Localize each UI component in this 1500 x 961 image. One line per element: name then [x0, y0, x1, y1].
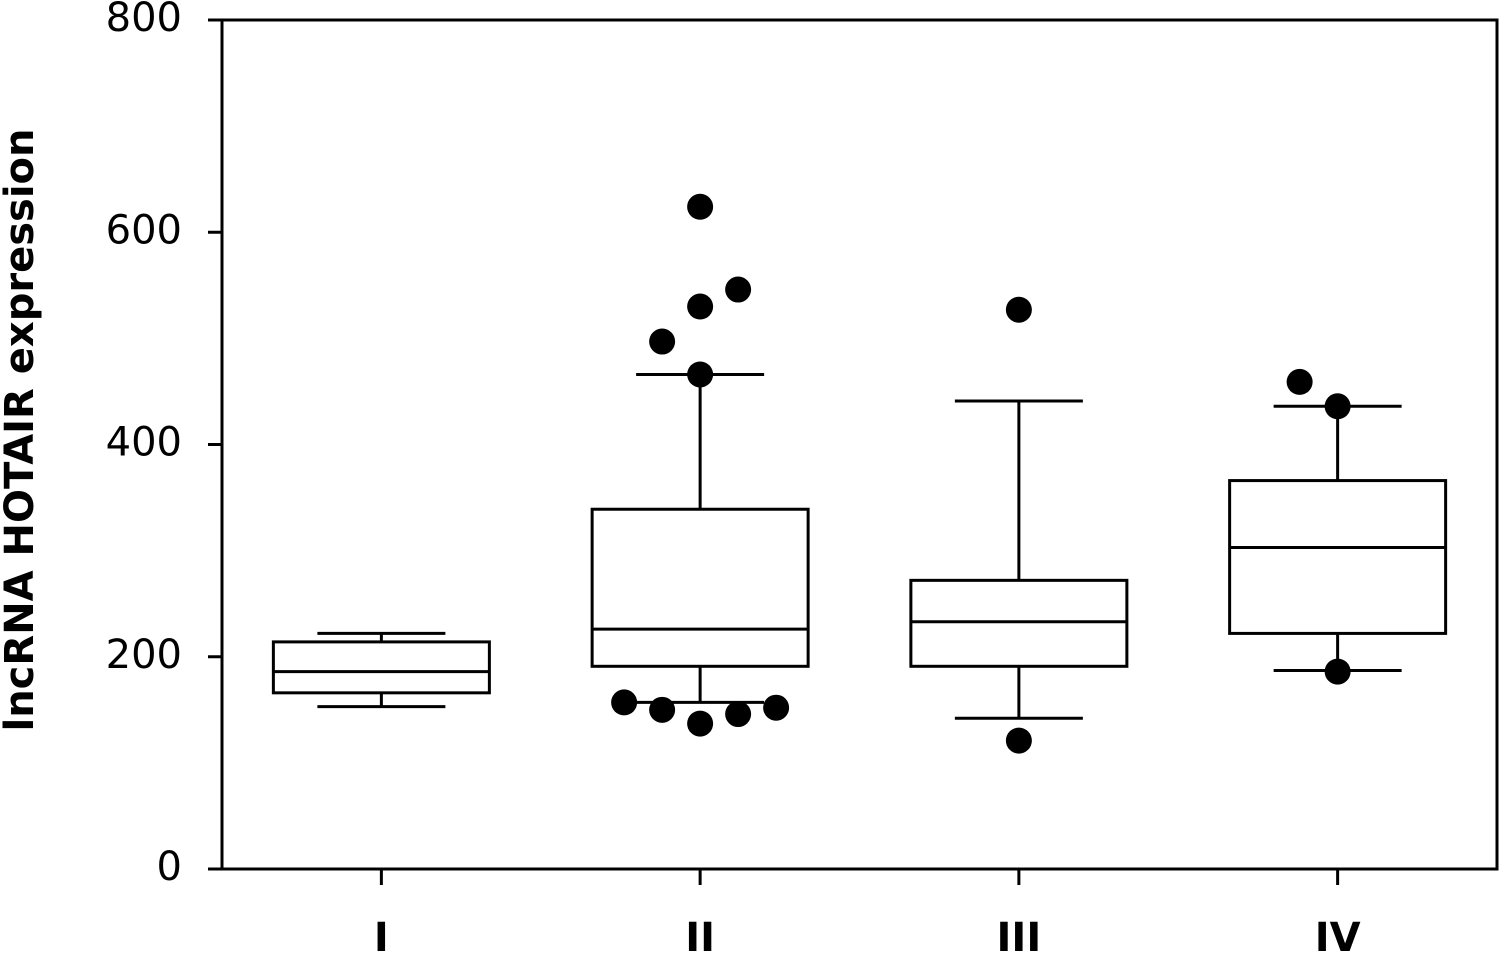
outlier [687, 361, 714, 388]
x-tick-label: I [374, 915, 389, 961]
box [1228, 479, 1448, 635]
y-axis-label: lncRNA HOTAIR expression [0, 129, 43, 732]
outlier [763, 694, 790, 721]
outlier [1324, 393, 1351, 420]
y-tick-label: 600 [106, 207, 182, 253]
outlier [1005, 296, 1032, 323]
outlier [611, 689, 638, 716]
outlier [687, 710, 714, 737]
outlier [1324, 658, 1351, 685]
outlier [1286, 368, 1313, 395]
y-tick-label: 800 [106, 0, 182, 41]
outlier [725, 276, 752, 303]
outlier [725, 701, 752, 728]
box [909, 578, 1129, 668]
plot-frame [220, 18, 1499, 871]
x-tick-label: III [997, 915, 1042, 961]
y-tick-label: 0 [157, 844, 182, 890]
x-tick-label: IV [1315, 915, 1361, 961]
outlier [687, 193, 714, 220]
outlier [649, 328, 676, 355]
x-tick-label: II [685, 915, 715, 961]
y-tick-label: 400 [106, 420, 182, 466]
outlier [687, 293, 714, 320]
outlier [1005, 727, 1032, 754]
box [590, 507, 810, 668]
box [271, 640, 491, 695]
y-tick-label: 200 [106, 632, 182, 678]
outlier [649, 696, 676, 723]
